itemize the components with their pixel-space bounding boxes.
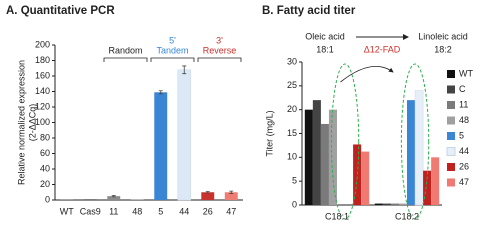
bar — [201, 192, 215, 200]
x-tick-label: C18:1 — [325, 211, 349, 221]
bar — [312, 100, 321, 205]
y-tick-label: 120 — [35, 101, 50, 111]
x-tick-label: 26 — [203, 206, 213, 216]
group-bracket — [103, 57, 148, 62]
y-tick-label: 80 — [40, 132, 50, 142]
group-prime: 5' — [169, 35, 176, 45]
error-bar — [205, 191, 210, 194]
y-axis-label: Titer (mg/L) — [264, 110, 274, 156]
bar — [328, 109, 337, 205]
bar — [361, 151, 370, 205]
bar — [304, 109, 313, 205]
y-tick-label: 200 — [35, 39, 50, 49]
legend-label: C — [459, 84, 466, 94]
x-tick-label: 47 — [226, 206, 236, 216]
y-tick-label: 60 — [40, 148, 50, 158]
x-tick-label: 48 — [132, 206, 142, 216]
legend-swatch — [447, 70, 455, 78]
error-bar — [229, 190, 234, 194]
legend-label: 47 — [459, 177, 469, 187]
y-tick-label: 40 — [40, 163, 50, 173]
bar — [407, 100, 416, 205]
enzyme: Δ12-FAD — [364, 44, 401, 54]
highlight-ellipse — [330, 63, 360, 220]
legend-swatch — [447, 116, 455, 125]
bar — [398, 203, 407, 205]
y-tick-label: 100 — [35, 117, 50, 127]
legend-label: 26 — [459, 161, 469, 171]
error-bar — [111, 194, 116, 198]
legend-swatch — [447, 178, 455, 187]
y-tick-label: 15 — [287, 128, 297, 138]
bar — [423, 170, 432, 205]
legend-swatch — [446, 147, 456, 156]
y-tick-label: 20 — [40, 179, 50, 189]
y-axis-label: Relative normalized expression — [16, 60, 26, 185]
legend-swatch — [447, 132, 455, 140]
error-bar — [158, 90, 163, 95]
bar — [431, 157, 440, 205]
y-tick-label: 0 — [292, 199, 297, 209]
legend-label: 5 — [459, 130, 464, 140]
y-tick-label: 20 — [287, 104, 297, 114]
chart-title: A. Quantitative PCR — [6, 5, 115, 17]
y-tick-label: 140 — [35, 86, 50, 96]
y-tick-label: 160 — [35, 70, 50, 80]
bar — [224, 192, 238, 200]
group-prime: 3' — [216, 35, 223, 45]
x-tick-label: 11 — [109, 206, 118, 216]
curved-arrow — [340, 65, 394, 83]
y-tick-label: 5 — [292, 176, 297, 186]
error-bar — [182, 65, 187, 75]
group-label: Random — [108, 45, 142, 55]
product-ratio: 18:2 — [434, 44, 452, 54]
legend-label: 44 — [459, 146, 469, 156]
group-label: Reverse — [203, 45, 237, 55]
bar — [107, 196, 121, 200]
legend-swatch — [447, 85, 455, 94]
x-tick-label: 5 — [158, 206, 163, 216]
y-tick-label: 0 — [45, 194, 50, 204]
y-tick-label: 25 — [287, 80, 297, 90]
bar — [320, 123, 329, 205]
bar — [374, 203, 383, 205]
legend-label: WT — [459, 68, 473, 78]
bar — [60, 199, 74, 200]
bar — [390, 203, 399, 205]
y-tick-label: 30 — [287, 56, 297, 66]
legend-label: 11 — [459, 99, 468, 109]
y-axis-label: (2-ΔΔCq) — [27, 104, 37, 142]
x-tick-label: WT — [60, 206, 74, 216]
legend-swatch — [447, 163, 455, 171]
bar — [154, 92, 168, 200]
bar — [353, 144, 362, 205]
bar — [177, 69, 191, 201]
chart-title: B. Fatty acid titer — [262, 5, 356, 17]
bar — [130, 199, 144, 200]
legend-label: 48 — [459, 115, 469, 125]
highlight-ellipse — [400, 63, 430, 220]
bar — [83, 199, 97, 200]
reactant-ratio: 18:1 — [316, 44, 334, 54]
bar — [382, 203, 391, 205]
legend-swatch — [447, 101, 455, 109]
x-tick-label: C18:2 — [395, 211, 419, 221]
group-bracket — [150, 57, 195, 62]
x-tick-label: 44 — [179, 206, 189, 216]
bar — [414, 90, 424, 206]
y-tick-label: 10 — [287, 152, 297, 162]
y-tick-label: 180 — [35, 55, 50, 65]
group-label: Tandem — [156, 45, 188, 55]
x-tick-label: Cas9 — [80, 206, 101, 216]
reactant: Oleic acid — [305, 31, 345, 41]
product: Linoleic acid — [418, 31, 468, 41]
group-bracket — [197, 57, 242, 62]
